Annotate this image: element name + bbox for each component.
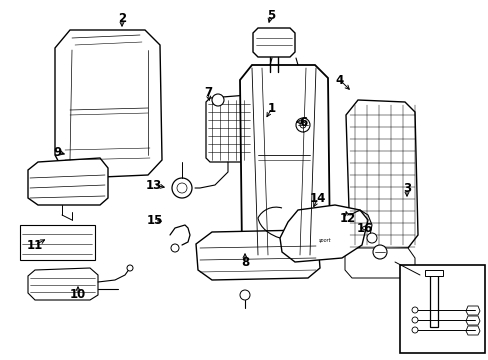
PathPatch shape — [240, 65, 329, 262]
PathPatch shape — [205, 95, 251, 162]
PathPatch shape — [55, 30, 162, 178]
Text: 8: 8 — [241, 256, 248, 269]
Text: 14: 14 — [309, 192, 325, 204]
Text: 11: 11 — [27, 239, 43, 252]
PathPatch shape — [345, 248, 414, 278]
Bar — [424, 270, 442, 276]
Bar — [429, 272, 437, 327]
Text: 6: 6 — [298, 116, 306, 129]
PathPatch shape — [196, 230, 319, 280]
Circle shape — [240, 290, 249, 300]
Text: 10: 10 — [70, 288, 86, 302]
PathPatch shape — [465, 326, 479, 335]
Circle shape — [299, 122, 305, 128]
PathPatch shape — [465, 306, 479, 315]
Circle shape — [366, 233, 376, 243]
Bar — [399, 265, 484, 353]
Circle shape — [411, 307, 417, 313]
Circle shape — [411, 317, 417, 323]
Circle shape — [177, 183, 186, 193]
Text: 3: 3 — [402, 181, 410, 194]
Text: 2: 2 — [118, 12, 126, 24]
Text: 9: 9 — [53, 145, 61, 158]
Text: 16: 16 — [356, 221, 372, 234]
PathPatch shape — [465, 316, 479, 325]
Text: 4: 4 — [335, 73, 344, 86]
PathPatch shape — [28, 268, 98, 300]
Circle shape — [127, 265, 133, 271]
PathPatch shape — [252, 28, 294, 57]
Circle shape — [295, 118, 309, 132]
Circle shape — [172, 178, 192, 198]
Text: 13: 13 — [145, 179, 162, 192]
Circle shape — [411, 327, 417, 333]
Text: 7: 7 — [203, 86, 212, 99]
Text: 1: 1 — [267, 102, 276, 114]
Text: 12: 12 — [339, 212, 355, 225]
Bar — [20, 225, 95, 260]
Circle shape — [212, 94, 224, 106]
Text: sport: sport — [318, 238, 330, 243]
Circle shape — [372, 245, 386, 259]
PathPatch shape — [28, 158, 108, 205]
Text: 5: 5 — [266, 9, 275, 22]
PathPatch shape — [280, 205, 367, 262]
Circle shape — [171, 244, 179, 252]
Text: 15: 15 — [146, 213, 163, 226]
PathPatch shape — [346, 100, 417, 250]
